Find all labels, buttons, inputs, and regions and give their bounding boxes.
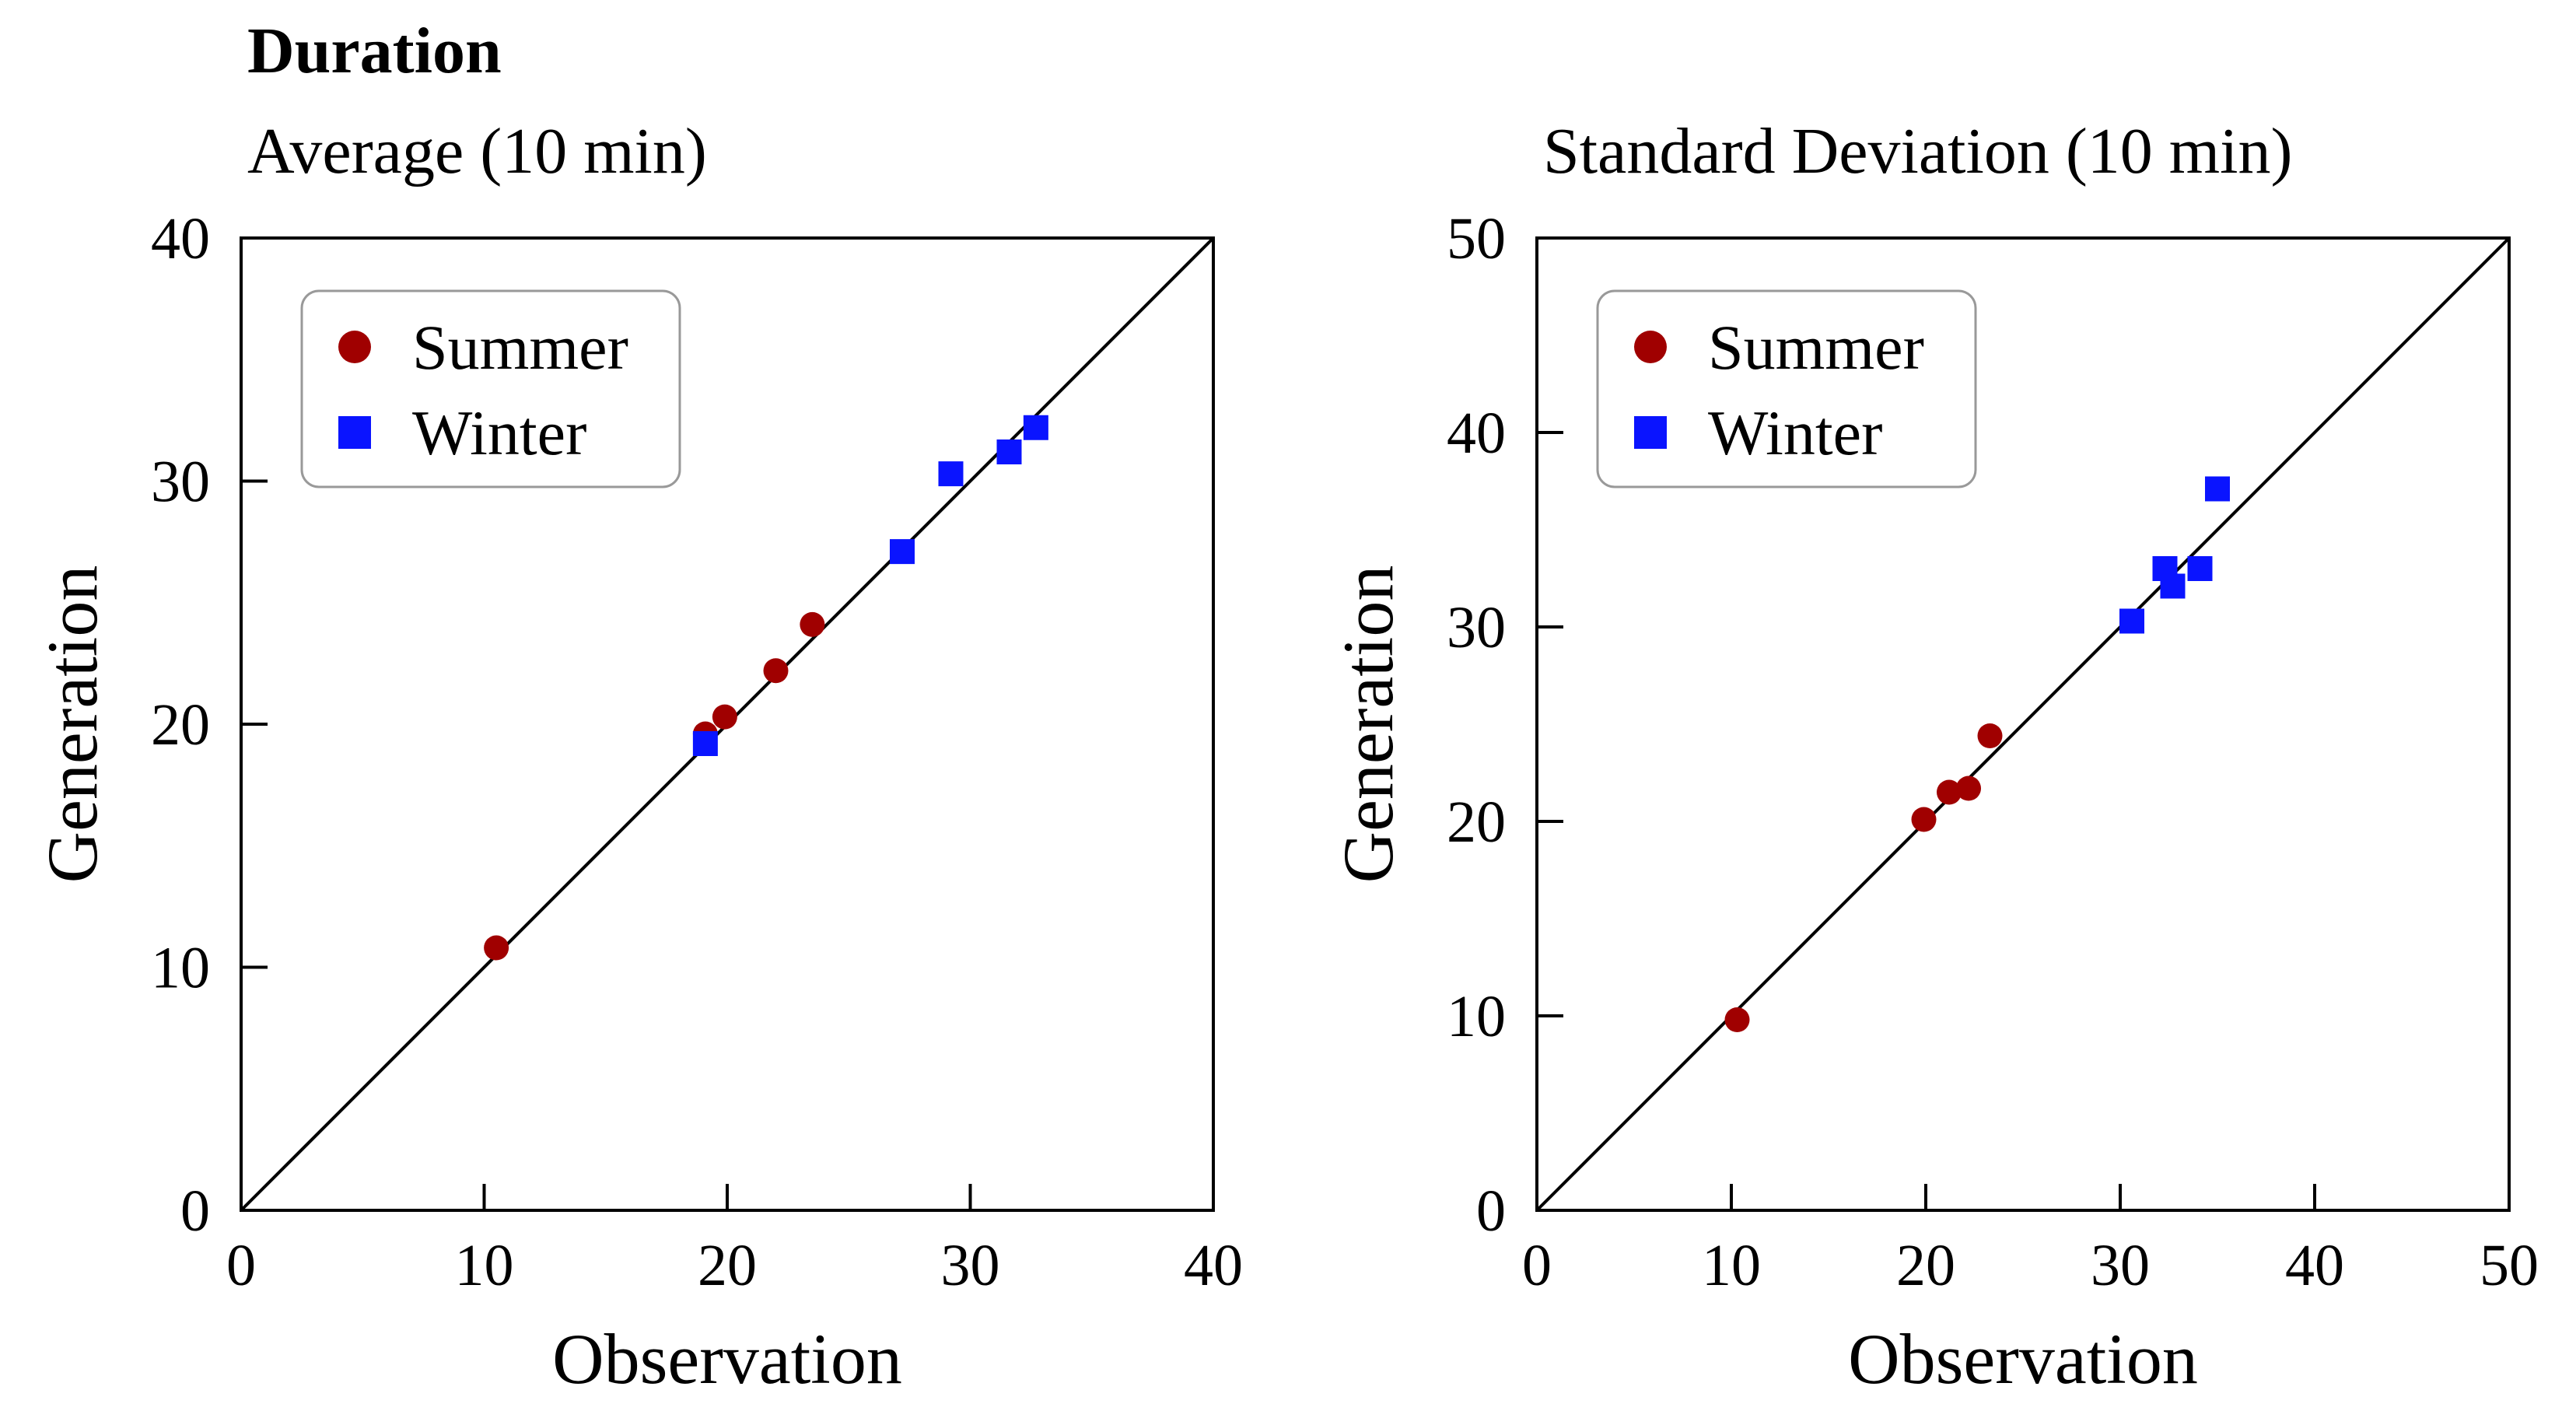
summer-point <box>1937 779 1962 805</box>
y-tick-label: 0 <box>180 1178 210 1244</box>
x-axis-label: Observation <box>552 1319 902 1399</box>
chart-title: Average (10 min) <box>247 115 707 187</box>
x-tick-label: 40 <box>2285 1233 2344 1298</box>
legend-winter-marker <box>338 416 371 449</box>
y-axis-label: Generation <box>33 565 112 884</box>
legend-summer-marker <box>1634 331 1667 363</box>
legend-winter-label: Winter <box>1708 397 1882 468</box>
y-tick-label: 20 <box>151 692 210 758</box>
legend-summer-label: Summer <box>1708 312 1924 383</box>
summer-point <box>484 935 509 961</box>
legend-winter-marker <box>1634 416 1667 449</box>
winter-point <box>692 731 718 756</box>
y-tick-label: 10 <box>151 936 210 1001</box>
x-tick-label: 10 <box>455 1233 514 1298</box>
x-tick-label: 30 <box>2091 1233 2150 1298</box>
average-chart: Average (10 min) 0 10 20 30 40 0 10 20 30 40 Observ… <box>33 115 1243 1399</box>
winter-point <box>938 461 964 487</box>
plot-frame <box>1535 236 2511 1212</box>
y-tick-label: 10 <box>1447 984 1506 1049</box>
y-tick-label: 40 <box>151 206 210 271</box>
x-tick-label: 50 <box>2480 1233 2539 1298</box>
legend-summer-marker <box>338 331 371 363</box>
x-tick-label: 40 <box>1184 1233 1243 1298</box>
legend-summer-label: Summer <box>412 312 628 383</box>
winter-point <box>890 539 915 565</box>
legend-winter-label: Winter <box>412 397 586 468</box>
y-tick-label: 0 <box>1476 1178 1506 1244</box>
y-axis-label: Generation <box>1328 565 1408 884</box>
std-dev-chart: Standard Deviation (10 min) 0 10 20 30 40 50 0 1… <box>1328 115 2539 1399</box>
summer-point <box>800 611 825 637</box>
x-tick-label: 20 <box>1896 1233 1955 1298</box>
y-tick-label: 30 <box>151 450 210 515</box>
x-tick-label: 0 <box>1522 1233 1552 1298</box>
summer-point <box>1724 1007 1750 1032</box>
y-tick-label: 50 <box>1447 206 1506 271</box>
figure-heading: Duration <box>247 15 502 87</box>
y-tick-label: 30 <box>1447 595 1506 660</box>
summer-point <box>763 658 789 684</box>
winter-point <box>2205 476 2230 502</box>
x-tick-label: 20 <box>698 1233 757 1298</box>
identity-line <box>1535 236 2511 1212</box>
winter-point <box>2187 556 2213 581</box>
y-tick-label: 20 <box>1447 790 1506 855</box>
summer-point <box>712 704 737 730</box>
winter-point <box>1023 415 1048 440</box>
legend-box <box>1596 289 1977 488</box>
x-tick-label: 0 <box>226 1233 256 1298</box>
x-tick-label: 30 <box>941 1233 1000 1298</box>
summer-point <box>1977 723 2003 748</box>
winter-point <box>2160 573 2186 599</box>
summer-point <box>1911 807 1937 832</box>
winter-point <box>2119 608 2144 634</box>
winter-point <box>996 439 1022 464</box>
summer-point <box>1956 776 1981 801</box>
legend-box <box>300 289 681 488</box>
x-tick-label: 10 <box>1702 1233 1761 1298</box>
chart-title: Standard Deviation (10 min) <box>1543 115 2292 187</box>
x-axis-label: Observation <box>1848 1319 2198 1399</box>
y-tick-label: 40 <box>1447 401 1506 466</box>
